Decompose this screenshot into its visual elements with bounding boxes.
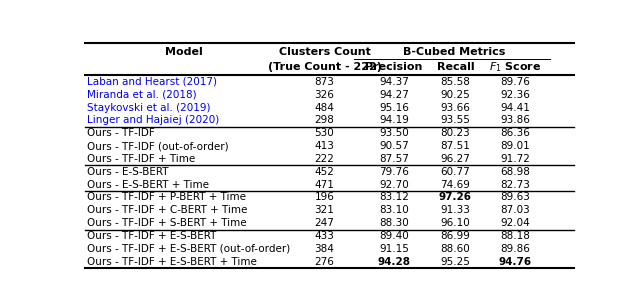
Text: 93.86: 93.86 <box>500 116 530 125</box>
Text: 95.25: 95.25 <box>440 257 470 267</box>
Text: 298: 298 <box>315 116 335 125</box>
Text: 68.98: 68.98 <box>500 167 530 177</box>
Text: Laban and Hearst (2017): Laban and Hearst (2017) <box>88 77 218 87</box>
Text: 94.19: 94.19 <box>379 116 409 125</box>
Text: 79.76: 79.76 <box>379 167 409 177</box>
Text: 89.01: 89.01 <box>500 141 530 151</box>
Text: Miranda et al. (2018): Miranda et al. (2018) <box>88 90 197 100</box>
Text: 484: 484 <box>315 103 335 112</box>
Text: 86.99: 86.99 <box>440 231 470 241</box>
Text: Ours - TF-IDF + C-BERT + Time: Ours - TF-IDF + C-BERT + Time <box>88 205 248 215</box>
Text: 87.57: 87.57 <box>379 154 409 164</box>
Text: 92.04: 92.04 <box>500 218 530 228</box>
Text: 89.86: 89.86 <box>500 244 530 254</box>
Text: 97.26: 97.26 <box>439 192 472 202</box>
Text: Linger and Hajaiej (2020): Linger and Hajaiej (2020) <box>88 116 220 125</box>
Text: 276: 276 <box>315 257 335 267</box>
Text: 88.60: 88.60 <box>440 244 470 254</box>
Text: Model: Model <box>165 47 203 57</box>
Text: 530: 530 <box>315 128 335 138</box>
Text: 88.18: 88.18 <box>500 231 530 241</box>
Text: 60.77: 60.77 <box>440 167 470 177</box>
Text: 96.10: 96.10 <box>440 218 470 228</box>
Text: 93.55: 93.55 <box>440 116 470 125</box>
Text: 384: 384 <box>315 244 335 254</box>
Text: Ours - TF-IDF + E-S-BERT + Time: Ours - TF-IDF + E-S-BERT + Time <box>88 257 257 267</box>
Text: 326: 326 <box>315 90 335 100</box>
Text: 413: 413 <box>315 141 335 151</box>
Text: 85.58: 85.58 <box>440 77 470 87</box>
Text: Ours - TF-IDF + E-S-BERT (out-of-order): Ours - TF-IDF + E-S-BERT (out-of-order) <box>88 244 291 254</box>
Text: 94.76: 94.76 <box>499 257 532 267</box>
Text: 88.30: 88.30 <box>379 218 409 228</box>
Text: Ours - E-S-BERT: Ours - E-S-BERT <box>88 167 169 177</box>
Text: 89.76: 89.76 <box>500 77 530 87</box>
Text: 94.41: 94.41 <box>500 103 530 112</box>
Text: 92.36: 92.36 <box>500 90 530 100</box>
Text: 91.33: 91.33 <box>440 205 470 215</box>
Text: Clusters Count: Clusters Count <box>278 47 371 57</box>
Text: Ours - TF-IDF + E-S-BERT: Ours - TF-IDF + E-S-BERT <box>88 231 217 241</box>
Text: Ours - TF-IDF (out-of-order): Ours - TF-IDF (out-of-order) <box>88 141 229 151</box>
Text: $F_1$ Score: $F_1$ Score <box>489 60 541 74</box>
Text: 94.27: 94.27 <box>379 90 409 100</box>
Text: B-Cubed Metrics: B-Cubed Metrics <box>403 47 506 57</box>
Text: 92.70: 92.70 <box>379 180 409 190</box>
Text: 452: 452 <box>315 167 335 177</box>
Text: 91.15: 91.15 <box>379 244 409 254</box>
Text: 82.73: 82.73 <box>500 180 530 190</box>
Text: Ours - TF-IDF: Ours - TF-IDF <box>88 128 155 138</box>
Text: Recall: Recall <box>436 62 474 71</box>
Text: Ours - TF-IDF + P-BERT + Time: Ours - TF-IDF + P-BERT + Time <box>88 192 246 202</box>
Text: 91.72: 91.72 <box>500 154 530 164</box>
Text: 94.28: 94.28 <box>378 257 410 267</box>
Text: 87.03: 87.03 <box>500 205 530 215</box>
Text: (True Count - 222): (True Count - 222) <box>268 62 381 71</box>
Text: 90.57: 90.57 <box>379 141 409 151</box>
Text: 93.66: 93.66 <box>440 103 470 112</box>
Text: 433: 433 <box>315 231 335 241</box>
Text: 321: 321 <box>315 205 335 215</box>
Text: Ours - E-S-BERT + Time: Ours - E-S-BERT + Time <box>88 180 209 190</box>
Text: 95.16: 95.16 <box>379 103 409 112</box>
Text: Ours - TF-IDF + S-BERT + Time: Ours - TF-IDF + S-BERT + Time <box>88 218 247 228</box>
Text: Staykovski et al. (2019): Staykovski et al. (2019) <box>88 103 211 112</box>
Text: 247: 247 <box>315 218 335 228</box>
Text: 222: 222 <box>315 154 335 164</box>
Text: 80.23: 80.23 <box>440 128 470 138</box>
Text: 86.36: 86.36 <box>500 128 530 138</box>
Text: Ours - TF-IDF + Time: Ours - TF-IDF + Time <box>88 154 196 164</box>
Text: 83.12: 83.12 <box>379 192 409 202</box>
Text: 89.40: 89.40 <box>379 231 409 241</box>
Text: 196: 196 <box>315 192 335 202</box>
Text: 94.37: 94.37 <box>379 77 409 87</box>
Text: 96.27: 96.27 <box>440 154 470 164</box>
Text: 93.50: 93.50 <box>379 128 409 138</box>
Text: 83.10: 83.10 <box>379 205 409 215</box>
Text: 873: 873 <box>315 77 335 87</box>
Text: 87.51: 87.51 <box>440 141 470 151</box>
Text: 90.25: 90.25 <box>440 90 470 100</box>
Text: 471: 471 <box>315 180 335 190</box>
Text: Precision: Precision <box>365 62 422 71</box>
Text: 89.63: 89.63 <box>500 192 530 202</box>
Text: 74.69: 74.69 <box>440 180 470 190</box>
